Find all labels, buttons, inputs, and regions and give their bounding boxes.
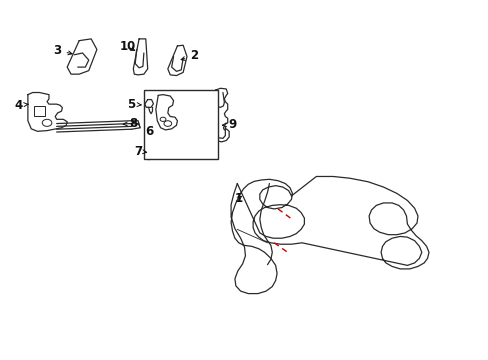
Text: 6: 6 — [145, 125, 153, 138]
Text: 9: 9 — [222, 118, 236, 131]
Text: 3: 3 — [53, 44, 72, 57]
Text: 4: 4 — [14, 99, 28, 112]
Text: 10: 10 — [119, 40, 135, 53]
Text: 5: 5 — [126, 98, 141, 111]
Text: 2: 2 — [181, 49, 198, 62]
Text: 8: 8 — [123, 117, 137, 130]
Text: 7: 7 — [134, 145, 146, 158]
Text: 1: 1 — [234, 192, 243, 205]
Bar — [143, 90, 218, 159]
Bar — [34, 106, 44, 116]
